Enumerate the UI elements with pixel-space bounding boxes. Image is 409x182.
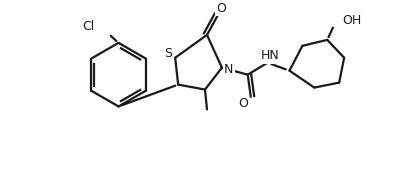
Text: S: S	[164, 47, 172, 60]
Text: Cl: Cl	[82, 20, 94, 33]
Text: O: O	[216, 2, 225, 15]
Text: HN: HN	[261, 49, 279, 62]
Text: N: N	[224, 63, 233, 76]
Text: OH: OH	[342, 15, 360, 27]
Text: O: O	[237, 97, 247, 110]
